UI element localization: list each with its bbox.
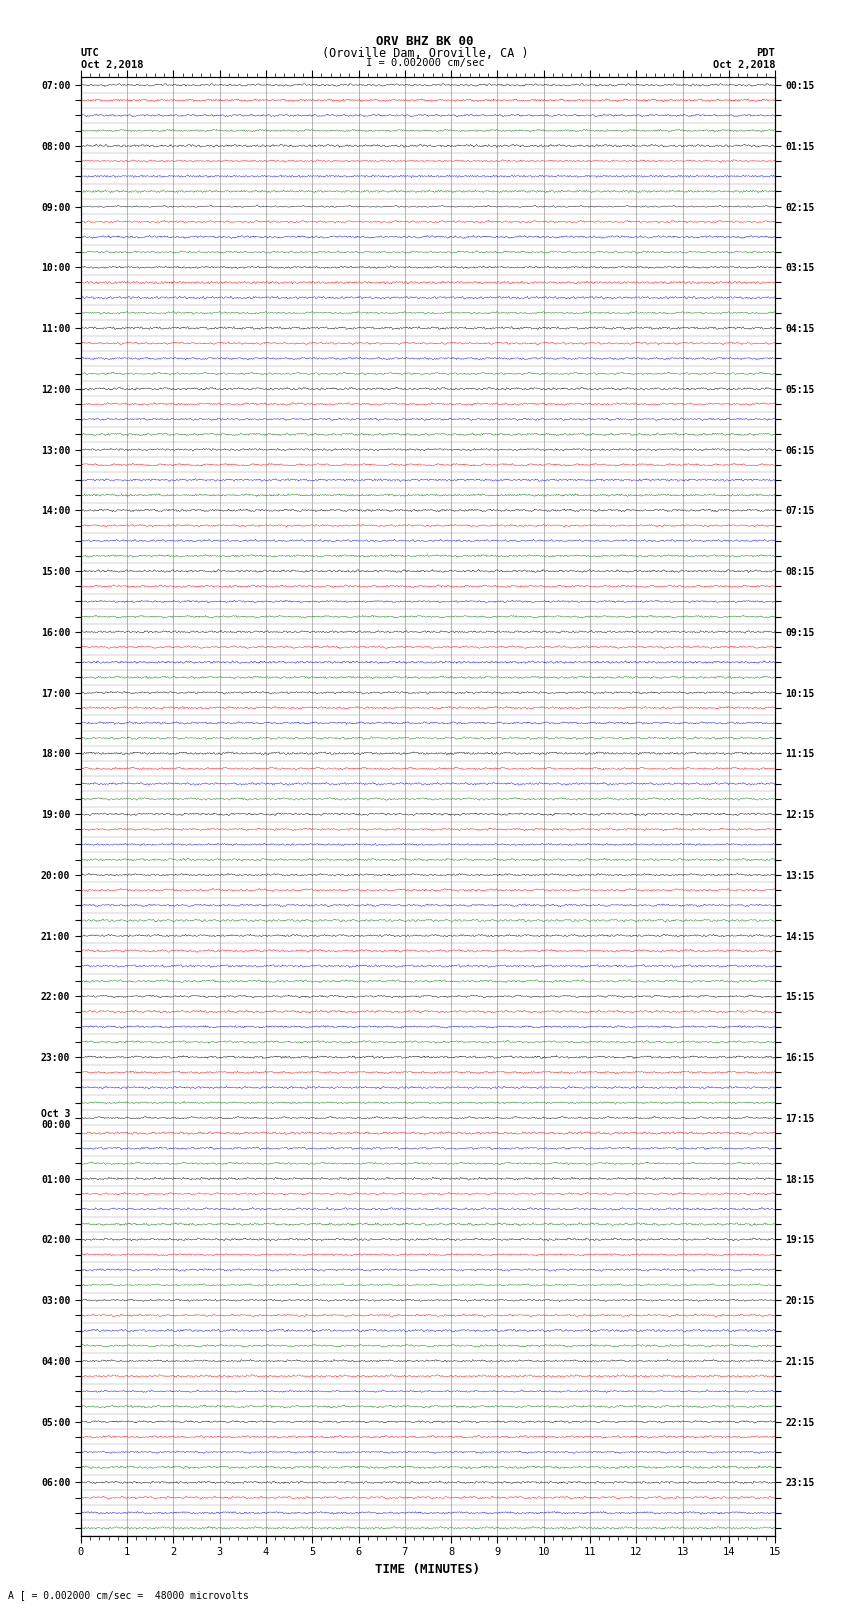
X-axis label: TIME (MINUTES): TIME (MINUTES) [376, 1563, 480, 1576]
Text: (Oroville Dam, Oroville, CA ): (Oroville Dam, Oroville, CA ) [321, 47, 529, 60]
Text: PDT: PDT [756, 48, 775, 58]
Text: Oct 2,2018: Oct 2,2018 [712, 60, 775, 69]
Text: ORV BHZ BK 00: ORV BHZ BK 00 [377, 35, 473, 48]
Text: I = 0.002000 cm/sec: I = 0.002000 cm/sec [366, 58, 484, 68]
Text: Oct 2,2018: Oct 2,2018 [81, 60, 144, 69]
Text: A [ = 0.002000 cm/sec =  48000 microvolts: A [ = 0.002000 cm/sec = 48000 microvolts [8, 1590, 249, 1600]
Text: UTC: UTC [81, 48, 99, 58]
